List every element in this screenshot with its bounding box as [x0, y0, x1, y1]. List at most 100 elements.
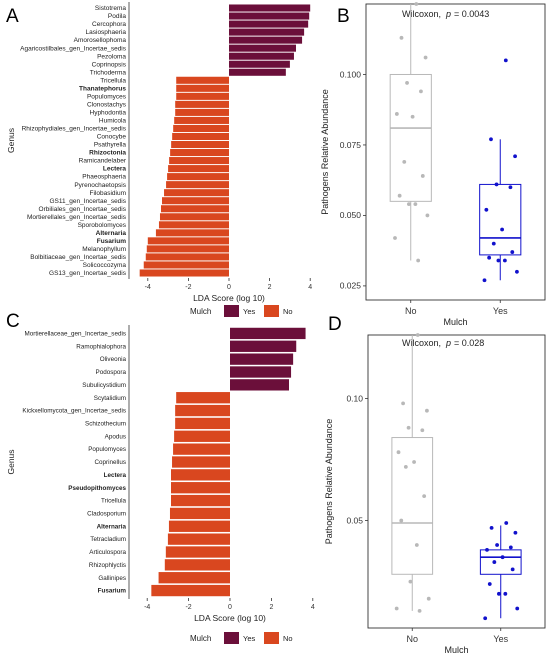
lda-bar — [147, 237, 229, 245]
genus-tick-label: Schizothecium — [85, 421, 126, 428]
genus-tick-label: Podospora — [96, 369, 127, 376]
data-point — [394, 606, 399, 611]
lda-bar — [151, 584, 230, 597]
lda-bar — [229, 4, 311, 12]
data-point — [513, 530, 518, 535]
data-point — [402, 159, 407, 164]
data-point — [483, 616, 488, 621]
wilcoxon-annotation: Wilcoxon, p = 0.028 — [402, 338, 484, 348]
data-point — [397, 193, 402, 198]
x-axis-title: LDA Score (log 10) — [194, 613, 266, 623]
genus-tick-label: Agaricostilbales_gen_Incertae_sedis — [20, 45, 127, 52]
lda-bar — [162, 197, 229, 205]
lda-bar — [173, 443, 230, 455]
legend-title: Mulch — [190, 634, 211, 643]
data-point — [417, 609, 422, 613]
data-point — [500, 227, 504, 232]
x-tick-label: No — [406, 634, 418, 644]
lda-bar — [171, 494, 230, 507]
data-point — [394, 112, 399, 116]
lda-bar — [158, 572, 230, 584]
lda-bar — [146, 245, 229, 253]
genus-tick-label: Fusarium — [97, 238, 126, 245]
lda-bar — [176, 92, 229, 100]
lda-bar — [167, 173, 229, 181]
lda-bar — [175, 417, 230, 430]
plot-panel-border — [365, 3, 546, 301]
panel-label-c: C — [6, 311, 20, 332]
wilcoxon-label: Wilcoxon, — [402, 338, 441, 348]
x-tick-label: -2 — [185, 284, 191, 291]
lda-bar — [230, 353, 294, 365]
genus-tick-label: Coprinopsis — [92, 61, 127, 68]
genus-tick-label: Lectera — [103, 166, 127, 173]
legend-item-label: No — [283, 307, 293, 316]
genus-tick-label: Hyphodontia — [90, 110, 127, 117]
genus-tick-label: Fusarium — [98, 588, 127, 595]
data-point — [422, 494, 427, 499]
x-axis-title: Mulch — [443, 317, 467, 327]
lda-bar — [168, 165, 229, 173]
lda-bar — [229, 68, 286, 76]
legend-title: Mulch — [190, 307, 211, 316]
lda-bar — [230, 340, 297, 352]
p-symbol: p — [445, 9, 451, 19]
data-point — [412, 460, 416, 464]
box-iqr — [389, 73, 432, 202]
x-tick-label: 0 — [227, 284, 231, 291]
lda-bar — [174, 116, 229, 124]
genus-tick-label: Humicola — [99, 118, 126, 125]
lda-bar — [145, 253, 229, 261]
lda-bar — [159, 213, 229, 221]
genus-tick-label: Pseudopithomyces — [68, 485, 126, 492]
lda-bar — [172, 456, 230, 468]
genus-tick-label: Mortierellales_gen_Incertae_sedis — [27, 214, 127, 221]
lda-bar — [176, 76, 229, 84]
data-point — [405, 81, 409, 85]
genus-tick-label: Subulicystidium — [82, 382, 126, 389]
lda-bar — [171, 140, 229, 149]
lda-bar — [164, 559, 230, 571]
lda-bar — [230, 379, 289, 391]
data-point — [419, 89, 423, 94]
data-point — [489, 525, 494, 530]
genus-tick-label: Oliveonia — [100, 356, 127, 363]
genus-tick-label: Alternaria — [97, 523, 127, 530]
data-point — [408, 579, 413, 584]
y-tick-label: 0.10 — [346, 393, 363, 403]
genus-tick-label: Amorosellophoma — [74, 37, 127, 44]
genus-tick-label: Rhizoctonia — [89, 150, 126, 157]
genus-tick-label: Phaeosphaeria — [82, 174, 126, 181]
data-point — [492, 560, 497, 564]
data-point — [399, 518, 404, 523]
genus-tick-label: Populomyces — [88, 446, 126, 453]
data-point — [399, 35, 404, 40]
data-point — [510, 250, 515, 254]
genus-tick-label: Bolbitiaceae_gen_Incertae_sedis — [30, 254, 127, 261]
p-value: = 0.0043 — [454, 9, 489, 19]
x-axis-title: LDA Score (log 10) — [193, 293, 265, 303]
plot-panel-border — [367, 334, 546, 629]
genus-tick-label: Clonostachys — [87, 101, 127, 108]
y-axis-title: Pathogens Relative Abundance — [324, 419, 334, 545]
y-axis-title: Genus — [6, 449, 16, 474]
genus-tick-label: Kickxellomycota_gen_Incertae_sedis — [22, 408, 126, 415]
panel-label-d: D — [328, 314, 342, 335]
wilcoxon-label: Wilcoxon, — [402, 9, 441, 19]
lda-bar — [174, 430, 230, 442]
data-point — [425, 213, 430, 218]
panel-label-b: B — [337, 6, 350, 27]
data-point — [515, 606, 520, 611]
genus-tick-label: Sistotrema — [95, 5, 126, 12]
lda-bar — [229, 52, 294, 60]
p-symbol: p — [445, 338, 451, 348]
genus-tick-label: Solicoccozyma — [83, 262, 127, 269]
genus-tick-label: Apodus — [105, 433, 126, 440]
genus-tick-label: Alternaria — [96, 230, 127, 237]
lda-bar — [170, 149, 229, 157]
genus-tick-label: Rhizophydiales_gen_Incertae_sedis — [22, 126, 127, 133]
lda-bar — [167, 533, 230, 545]
data-point — [406, 425, 411, 430]
genus-tick-label: Podila — [108, 13, 126, 20]
